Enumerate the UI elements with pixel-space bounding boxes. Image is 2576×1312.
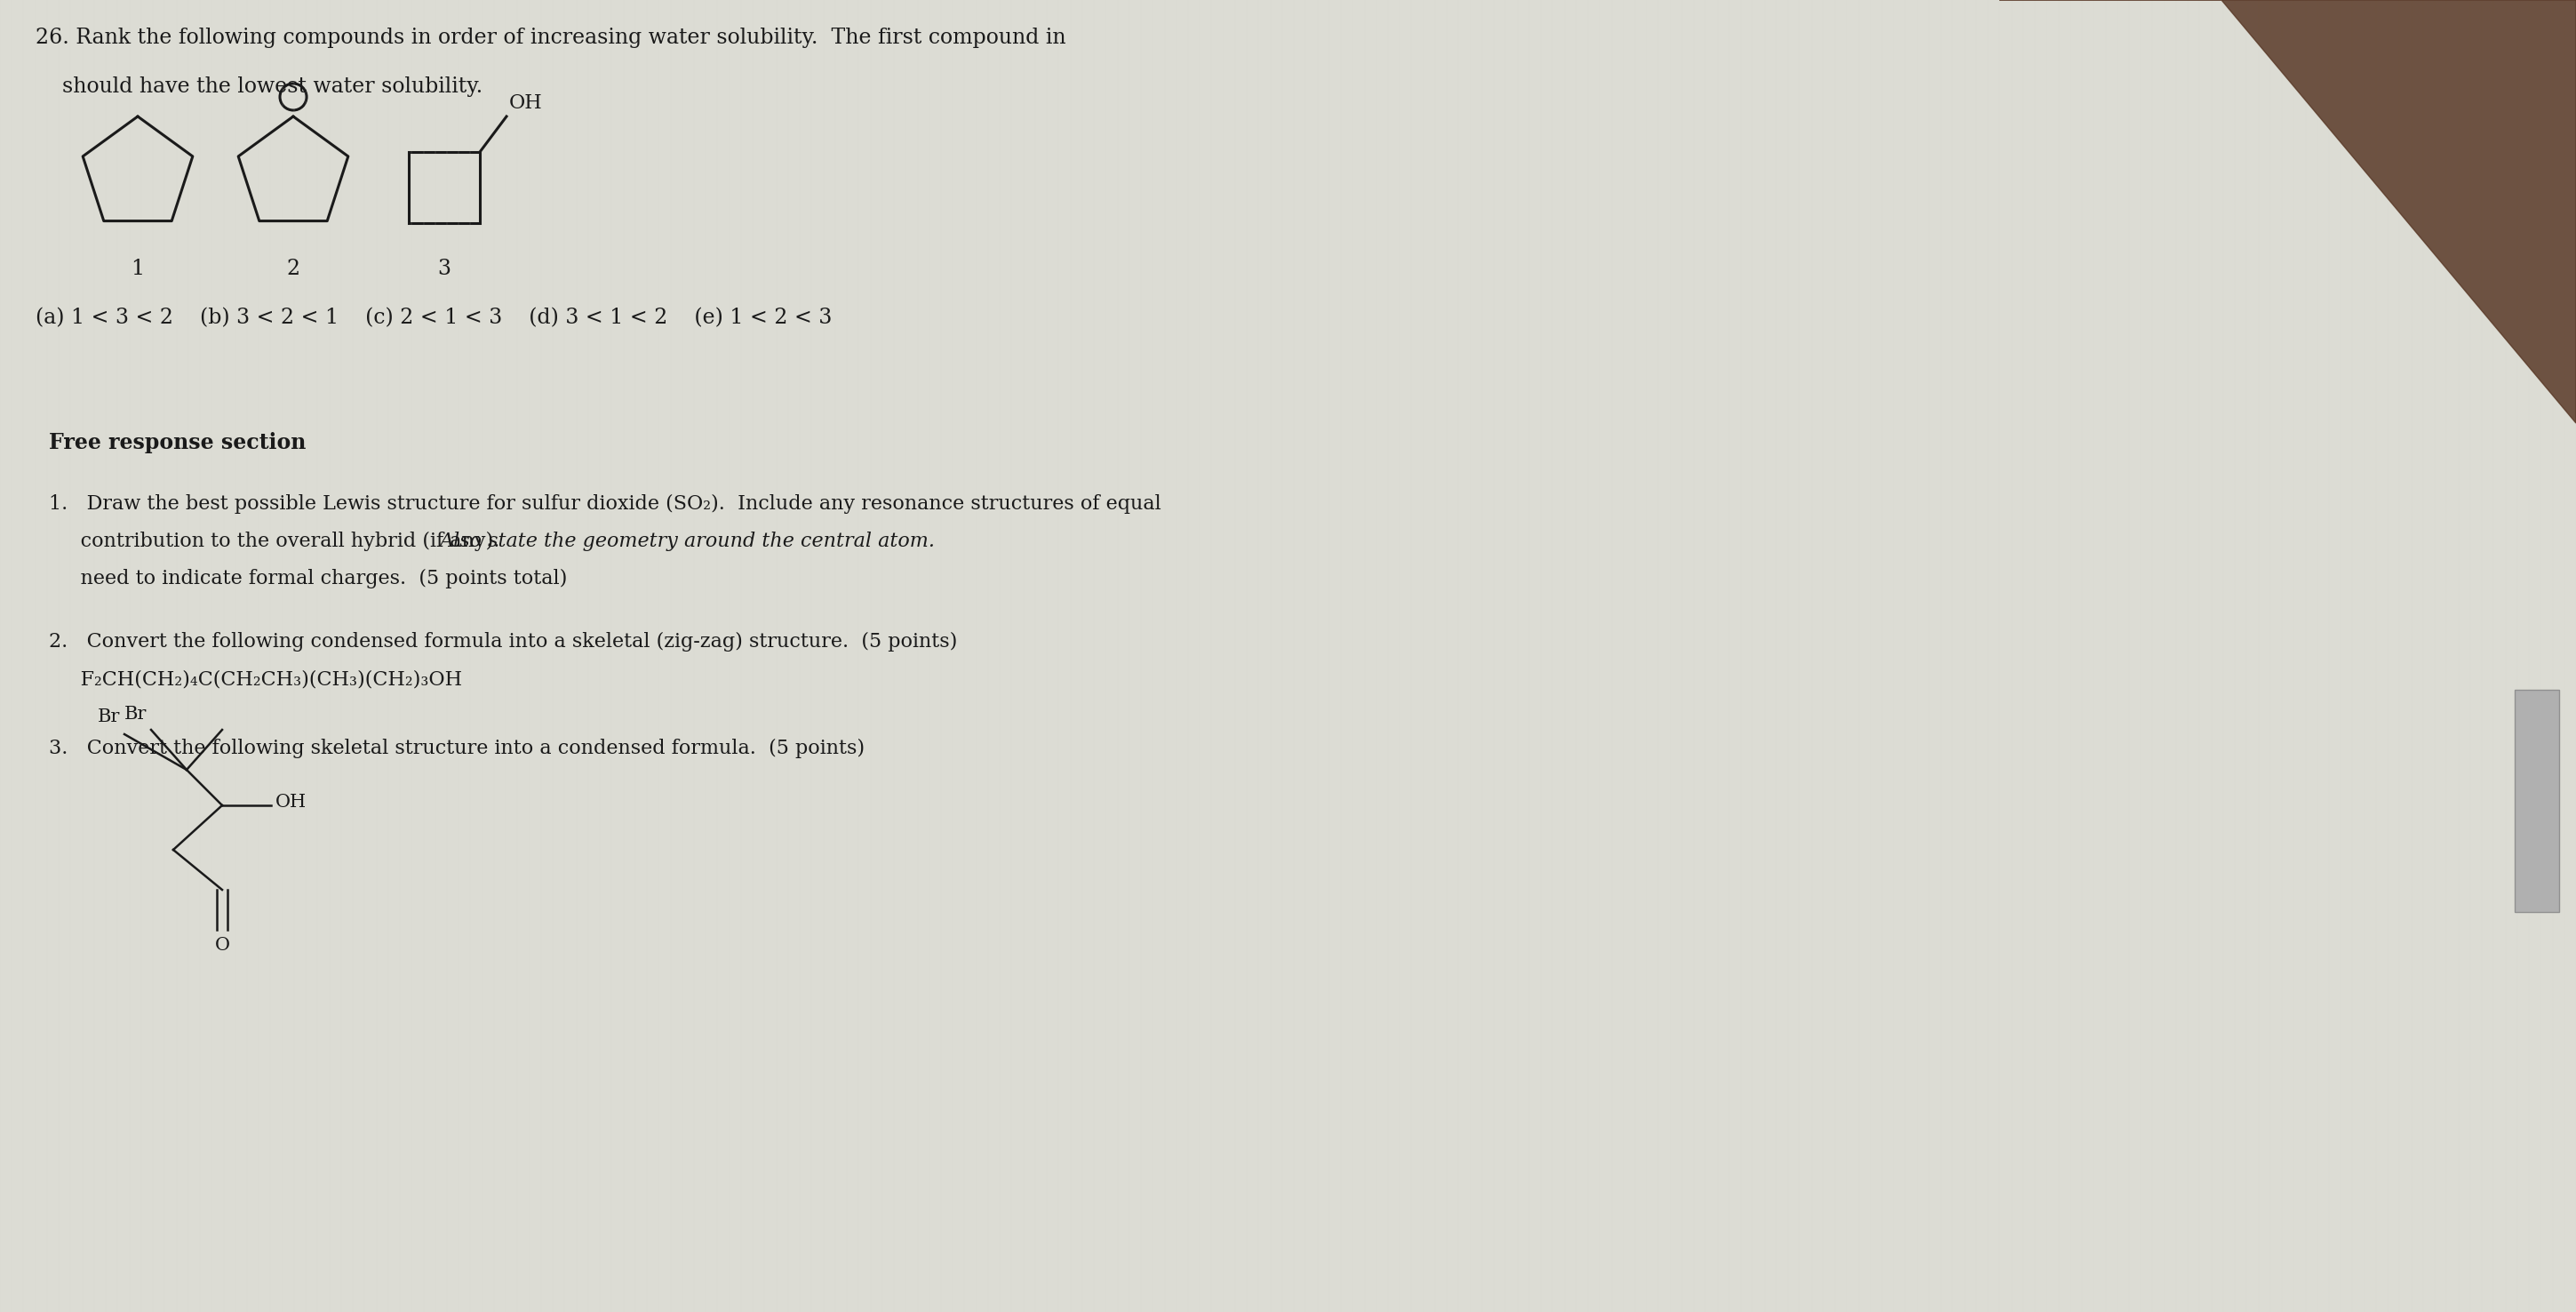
- Text: 1: 1: [131, 258, 144, 279]
- Text: (a) 1 < 3 < 2    (b) 3 < 2 < 1    (c) 2 < 1 < 3    (d) 3 < 1 < 2    (e) 1 < 2 < : (a) 1 < 3 < 2 (b) 3 < 2 < 1 (c) 2 < 1 < …: [36, 307, 832, 328]
- Text: OH: OH: [510, 93, 544, 113]
- Text: Br: Br: [124, 706, 147, 723]
- Text: contribution to the overall hybrid (if any).: contribution to the overall hybrid (if a…: [49, 531, 513, 551]
- Text: OH: OH: [276, 794, 307, 811]
- Text: F₂CH(CH₂)₄C(CH₂CH₃)(CH₃)(CH₂)₃OH: F₂CH(CH₂)₄C(CH₂CH₃)(CH₃)(CH₂)₃OH: [49, 669, 461, 689]
- Text: 3: 3: [438, 258, 451, 279]
- Polygon shape: [1999, 0, 2576, 422]
- Text: Free response section: Free response section: [49, 432, 307, 454]
- Bar: [410, 152, 479, 223]
- Text: O: O: [214, 937, 229, 954]
- Text: should have the lowest water solubility.: should have the lowest water solubility.: [36, 76, 482, 97]
- Text: Br: Br: [98, 708, 121, 726]
- Text: Also state the geometry around the central atom.: Also state the geometry around the centr…: [440, 531, 935, 551]
- Text: 1.   Draw the best possible Lewis structure for sulfur dioxide (SO₂).  Include a: 1. Draw the best possible Lewis structur…: [49, 495, 1162, 514]
- Bar: [2514, 690, 2558, 912]
- Text: 2.   Convert the following condensed formula into a skeletal (zig-zag) structure: 2. Convert the following condensed formu…: [49, 632, 958, 652]
- Text: 26. Rank the following compounds in order of increasing water solubility.  The f: 26. Rank the following compounds in orde…: [36, 28, 1066, 49]
- Text: 3.   Convert the following skeletal structure into a condensed formula.  (5 poin: 3. Convert the following skeletal struct…: [49, 739, 866, 758]
- Text: need to indicate formal charges.  (5 points total): need to indicate formal charges. (5 poin…: [49, 569, 567, 589]
- Text: 2: 2: [286, 258, 299, 279]
